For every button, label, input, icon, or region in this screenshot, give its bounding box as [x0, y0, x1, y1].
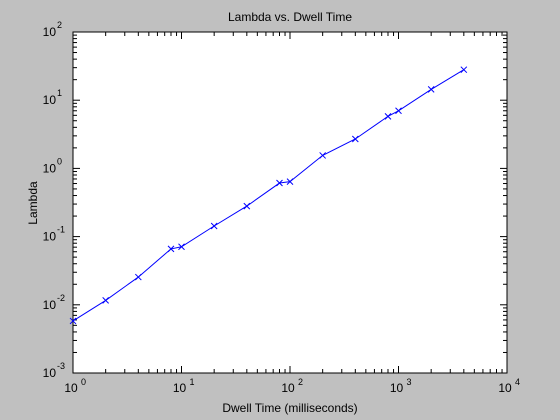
y-tick-label: 10 — [43, 25, 57, 39]
y-tick-label: 10 — [43, 230, 57, 244]
data-point — [427, 86, 435, 93]
data-point — [243, 202, 251, 210]
y-tick-label: 10 — [43, 298, 57, 312]
y-tick-label-exponent: -3 — [57, 361, 65, 371]
x-tick-label-exponent: 0 — [81, 377, 86, 387]
data-point — [167, 245, 175, 253]
x-tick-label: 10 — [281, 381, 295, 395]
y-tick-label-exponent: 0 — [57, 156, 62, 166]
y-axis-label: Lambda — [26, 181, 40, 225]
data-point — [69, 317, 77, 325]
y-tick-label-exponent: 2 — [57, 20, 62, 30]
x-axis-tick-labels: 10 0 10 1 10 2 10 3 10 4 — [64, 377, 520, 395]
x-tick-label-exponent: 2 — [298, 377, 303, 387]
axis-ticks — [72, 31, 508, 374]
data-point — [319, 152, 327, 159]
chart-title: Lambda vs. Dwell Time — [228, 10, 352, 24]
series-layer — [69, 66, 468, 325]
y-tick-label: 10 — [43, 93, 57, 107]
x-tick-label-exponent: 3 — [407, 377, 412, 387]
data-point — [134, 273, 142, 281]
x-tick-label-exponent: 4 — [515, 377, 520, 387]
y-tick-label: 10 — [43, 366, 57, 380]
data-point — [384, 112, 392, 120]
data-point — [286, 178, 294, 185]
data-point — [178, 243, 185, 251]
x-tick-label: 10 — [64, 381, 78, 395]
x-tick-label-exponent: 1 — [190, 377, 195, 387]
x-tick-label: 10 — [498, 381, 512, 395]
y-tick-label-exponent: -1 — [57, 225, 65, 235]
data-point — [210, 222, 218, 230]
plot-area — [72, 31, 508, 374]
x-axis-label: Dwell Time (milliseconds) — [222, 401, 357, 415]
data-point — [460, 66, 468, 74]
x-tick-label: 10 — [173, 381, 187, 395]
data-point — [395, 107, 402, 115]
data-point — [276, 179, 283, 187]
data-point — [102, 297, 110, 304]
y-tick-label-exponent: -2 — [57, 293, 65, 303]
x-tick-label: 10 — [390, 381, 404, 395]
y-tick-label-exponent: 1 — [57, 88, 62, 98]
data-point — [351, 135, 359, 143]
y-tick-label: 10 — [43, 161, 57, 175]
